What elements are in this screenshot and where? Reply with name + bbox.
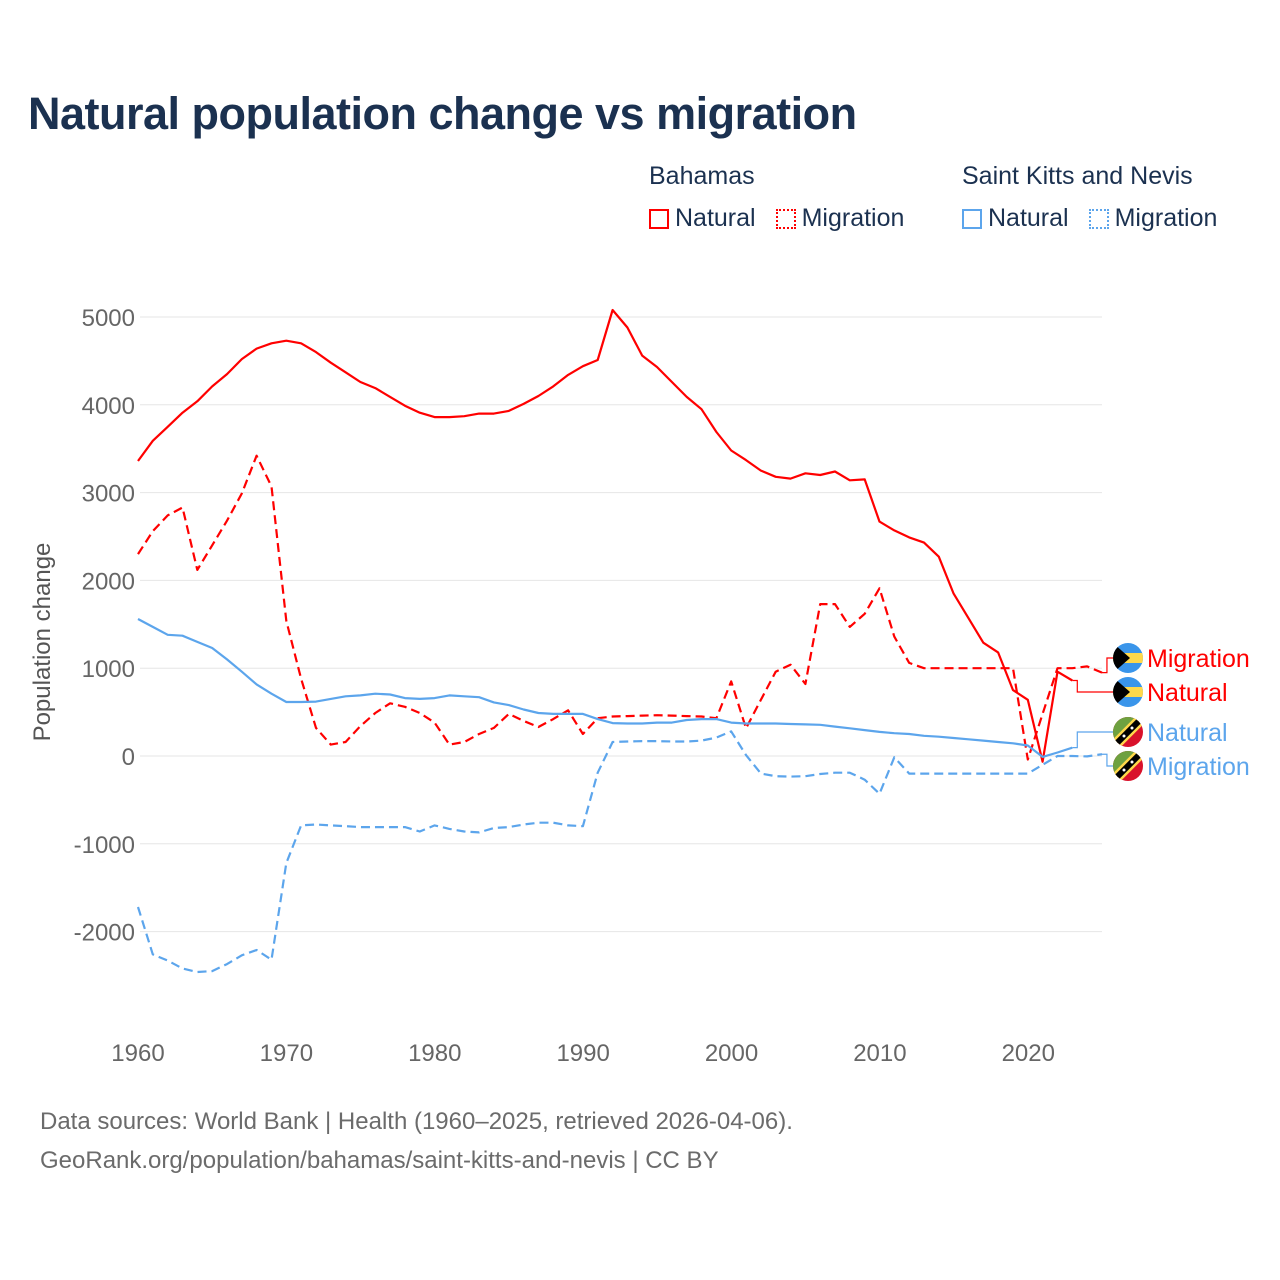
legend-label: Natural (675, 204, 756, 232)
flag-star (1122, 768, 1126, 772)
legend-saint-kitts-and-nevis: Saint Kitts and Nevis Natural Migration (962, 162, 1217, 233)
y-tick-label: -2000 (74, 920, 135, 947)
flag-star (1130, 760, 1134, 764)
legend-swatch-solid (649, 208, 669, 229)
footer-link[interactable]: GeoRank.org/population/bahamas/saint-kit… (40, 1147, 719, 1174)
x-tick-label: 2010 (853, 1040, 906, 1067)
end-label: Natural (1147, 719, 1228, 747)
y-tick-label: 5000 (82, 305, 135, 332)
legend-item-kitts-migration[interactable]: Migration (1088, 204, 1218, 233)
legend-swatch-dotted (1088, 208, 1109, 229)
saint-kitts-flag-icon (1113, 717, 1143, 747)
flag-star (1122, 734, 1126, 738)
series-lines (136, 308, 1103, 974)
y-tick-label: 0 (122, 744, 135, 771)
legend-label: Migration (1114, 204, 1218, 232)
end-label-connector (1101, 657, 1113, 674)
end-label-connector (1072, 731, 1113, 749)
bahamas-flag-icon (1113, 677, 1143, 707)
flag-clip (1113, 751, 1143, 781)
x-tick-label: 2020 (1002, 1040, 1055, 1067)
series-line-bahamas-migration (137, 454, 1103, 761)
y-tick-label: 4000 (82, 393, 135, 420)
legend-swatch-dotted (775, 208, 796, 229)
flag-triangle (1113, 677, 1130, 707)
x-tick-label: 1990 (556, 1040, 609, 1067)
x-axis-ticks: 1960 1970 1980 1990 2000 2010 2020 (111, 1040, 1055, 1067)
series-line-saint-kitts-and-nevis-migration (136, 730, 1103, 974)
x-tick-label: 1970 (260, 1040, 313, 1067)
end-label-connector (1101, 753, 1113, 767)
flag-star (1130, 726, 1134, 730)
legend-item-bahamas-migration[interactable]: Migration (775, 204, 905, 233)
x-tick-label: 1960 (111, 1040, 164, 1067)
end-label: Migration (1147, 753, 1250, 781)
footer-source: Data sources: World Bank | Health (1960–… (40, 1108, 793, 1135)
bahamas-flag-icon (1113, 643, 1143, 673)
y-tick-label: 2000 (82, 568, 135, 595)
legend-country-bahamas: Bahamas (649, 162, 755, 190)
end-label: Migration (1147, 645, 1250, 673)
legend-item-kitts-natural[interactable]: Natural (962, 204, 1069, 233)
x-tick-label: 1980 (408, 1040, 461, 1067)
y-tick-label: -1000 (74, 832, 135, 859)
end-label: Natural (1147, 679, 1228, 707)
flag-clip (1113, 643, 1143, 673)
series-line-bahamas-natural (137, 308, 1073, 763)
legend-item-bahamas-natural[interactable]: Natural (649, 204, 756, 233)
y-axis-label: Population change (29, 543, 56, 742)
flag-triangle (1113, 643, 1130, 673)
y-tick-label: 1000 (82, 656, 135, 683)
end-labels: Natural Migration Natural Migration (1072, 643, 1250, 781)
saint-kitts-flag-icon (1113, 751, 1143, 781)
legend-label: Natural (988, 204, 1069, 232)
flag-clip (1113, 677, 1143, 707)
series-line-saint-kitts-and-nevis-natural (137, 618, 1073, 758)
chart-title: Natural population change vs migration (28, 88, 857, 139)
legend-country-saint-kitts: Saint Kitts and Nevis (962, 162, 1193, 190)
gridlines (140, 316, 1102, 933)
end-label-connector (1072, 679, 1113, 693)
x-tick-label: 2000 (705, 1040, 758, 1067)
y-tick-label: 3000 (82, 481, 135, 508)
flag-clip (1113, 717, 1143, 747)
y-axis-ticks: 5000 4000 3000 2000 1000 0 -1000 -2000 (74, 305, 135, 947)
legend-bahamas: Bahamas Natural Migration (649, 162, 924, 233)
legend-label: Migration (801, 204, 905, 232)
legend-swatch-solid (962, 208, 982, 229)
